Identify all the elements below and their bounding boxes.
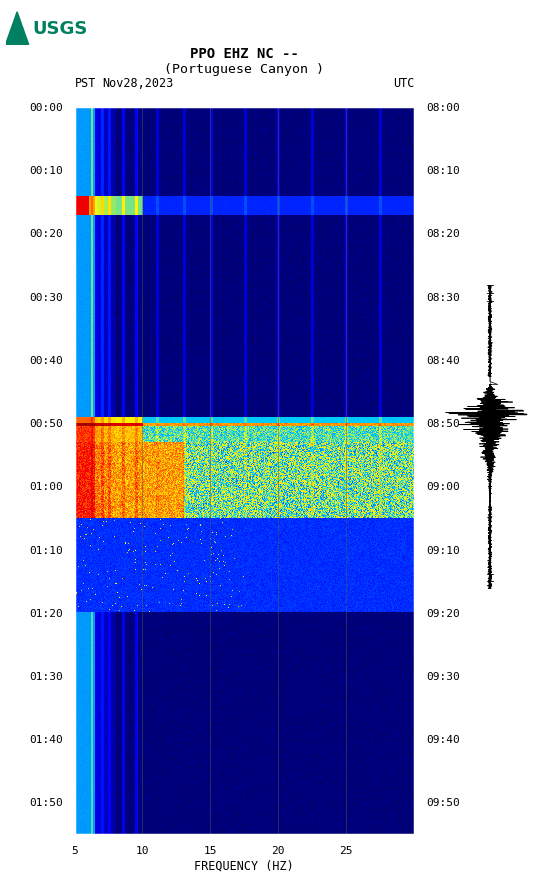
Text: Nov28,2023: Nov28,2023 [102, 78, 173, 90]
Polygon shape [6, 12, 29, 45]
Text: (Portuguese Canyon ): (Portuguese Canyon ) [164, 63, 324, 76]
Text: PST: PST [75, 78, 96, 90]
Text: PPO EHZ NC --: PPO EHZ NC -- [190, 46, 299, 61]
Text: UTC: UTC [392, 78, 414, 90]
Text: USGS: USGS [33, 20, 88, 37]
X-axis label: FREQUENCY (HZ): FREQUENCY (HZ) [194, 860, 294, 873]
